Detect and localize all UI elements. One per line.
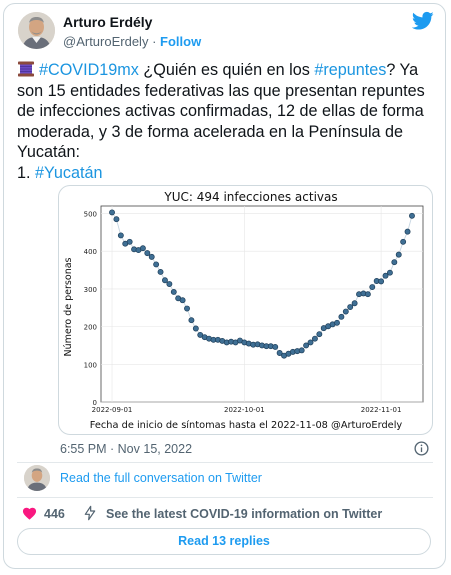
author-handle[interactable]: @ArturoErdely [63,34,149,49]
hashtag-repuntes[interactable]: #repuntes [314,61,387,79]
divider [17,497,433,498]
y-tick-label: 200 [84,324,97,332]
data-point [170,288,177,295]
data-point [192,325,199,332]
data-point [316,331,323,338]
data-point [179,297,186,304]
data-point [386,269,393,276]
follow-button[interactable]: Follow [160,34,202,49]
data-point [188,317,195,324]
data-point [307,339,314,346]
chart-title: YUC: 494 infecciones activas [163,190,337,204]
person-photo-icon [24,465,50,491]
y-tick-label: 0 [93,399,97,407]
x-tick-label: 2022-11-01 [361,406,402,414]
info-icon[interactable] [414,441,429,456]
author-avatar[interactable] [18,12,55,49]
covid-info-icon [84,505,96,521]
data-point [109,209,115,216]
data-point [369,284,376,290]
data-point [166,281,173,287]
read-conversation-link[interactable]: Read the full conversation on Twitter [60,471,262,485]
data-point [157,269,164,275]
data-point [378,278,385,285]
data-point [148,253,155,260]
like-count[interactable]: 446 [44,507,65,521]
tweet-text: #COVID19mx ¿Quién es quién en los #repun… [17,60,432,183]
list-prefix: 1. [17,163,35,182]
plot-frame [100,205,424,403]
data-point [117,232,124,239]
hashtag-covid19mx[interactable]: #COVID19mx [39,61,139,79]
data-point [276,350,283,356]
data-point [351,300,358,307]
y-tick-label: 500 [84,211,97,219]
data-point [382,272,389,279]
data-point [391,259,398,266]
data-point [409,212,415,219]
separator-dot: · [152,34,157,49]
x-tick-label: 2022-09-01 [92,406,133,414]
y-tick-label: 300 [84,286,97,294]
y-tick-label: 400 [84,248,97,256]
data-point [347,304,354,310]
data-point [395,251,402,258]
data-point [113,216,120,223]
data-point [144,250,151,257]
person-photo-icon [18,12,55,49]
x-tick-label: 2022-10-01 [224,406,265,414]
data-point [342,308,349,315]
data-point [298,347,305,354]
covid-info-link[interactable]: See the latest COVID-19 information on T… [106,507,383,521]
data-point [364,291,371,298]
tweet-timestamp[interactable]: 6:55 PM · Nov 15, 2022 [60,442,193,456]
data-point [153,261,160,268]
thread-spool-icon [18,61,34,77]
divider [17,462,433,463]
x-axis-label: Fecha de inicio de síntomas hasta el 202… [90,419,403,431]
y-tick-label: 100 [84,361,97,369]
small-author-avatar[interactable] [24,465,50,491]
author-handle-line: @ArturoErdely · Follow [63,34,201,49]
heart-icon[interactable] [22,506,37,520]
data-point [338,313,345,320]
data-point [311,335,318,342]
data-point [126,238,133,245]
twitter-bird-icon[interactable] [412,11,434,31]
tweet-text-part-1: ¿Quién es quién en los [138,61,315,79]
data-point [272,344,279,350]
tweet-text-part-2: ? Ya son 15 entidades federativas las qu… [17,61,425,161]
data-point [404,228,411,235]
chart-svg: YUC: 494 infecciones activas Número de p… [63,190,424,431]
read-replies-button[interactable]: Read 13 replies [17,528,431,555]
data-point [334,319,340,326]
tweet-media-chart[interactable]: YUC: 494 infecciones activas Número de p… [58,185,433,435]
author-name[interactable]: Arturo Erdély [63,14,153,30]
data-point [400,238,407,245]
data-point [139,245,146,252]
data-point [184,305,190,312]
hashtag-yucatan[interactable]: #Yucatán [35,163,103,182]
data-point [162,277,168,284]
y-axis-label: Número de personas [63,257,74,356]
data-point [303,342,310,349]
